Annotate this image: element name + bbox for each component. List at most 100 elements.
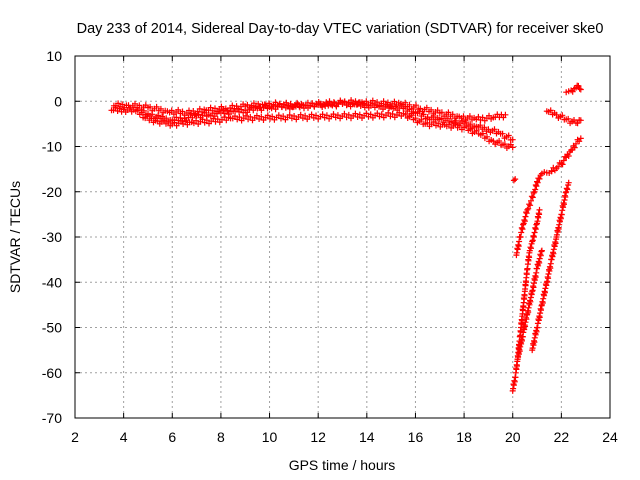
data-point-steep-track-3 [537,252,544,259]
data-point-upper-band [168,107,175,114]
data-point-upper-band [466,113,473,120]
data-point-lower-band [345,111,352,118]
data-point-lower-band [232,113,238,120]
data-point-steep-track-2 [517,234,524,240]
data-point-steep-track-2 [526,201,533,208]
data-point-lower-band [412,115,419,122]
data-point-upper-band [438,109,445,116]
y-axis-label: SDTVAR / TECUs [7,181,23,293]
data-point-top-right-cluster [576,85,583,92]
data-point-main-band [491,126,498,133]
data-point-top-right-cluster [577,86,584,93]
data-point-upper-band [212,105,218,112]
data-point-lower-band [385,109,392,116]
data-point-steep-track-2 [529,194,536,201]
data-point-lower-band [165,119,172,125]
x-tick-label: 20 [505,429,521,445]
data-point-isolated [510,177,517,184]
data-point-lower-band [302,112,309,119]
data-point-lower-band [389,111,396,117]
data-point-lower-band [501,141,508,148]
data-point-right-cluster [577,117,584,124]
data-point-upper-band [304,99,311,106]
data-point-upper-band [449,111,456,118]
data-point-upper-band [502,111,509,118]
y-tick-label: 0 [54,93,62,109]
data-point-main-band [505,132,512,139]
data-point-steep-track-3 [535,262,542,269]
data-point-lower-band [297,111,304,118]
data-point-lower-band [148,115,155,122]
data-point-upper-band [255,100,262,107]
data-point-upper-band [287,100,294,107]
y-tick-label: -50 [42,320,62,336]
data-point-upper-band [460,113,467,120]
data-point-right-cluster [574,120,581,127]
x-tick-label: 8 [217,429,225,445]
data-point-lower-band [484,133,490,140]
data-point-lower-band [177,117,184,124]
data-point-lower-band [367,111,374,118]
data-point-lower-band [308,111,315,118]
data-point-steep-track-1 [531,229,538,236]
plot-frame [74,55,611,419]
x-axis-label: GPS time / hours [289,457,396,473]
y-tick-label: -40 [42,274,62,290]
data-point-lower-band [286,112,293,118]
y-tick-label: -20 [42,184,62,200]
data-point-main-band [509,136,516,143]
data-point-isolated [512,176,519,183]
data-point-lower-band [418,116,425,123]
data-point-lower-band [435,120,442,127]
data-point-upper-band [218,103,225,110]
data-point-lower-band [479,130,486,137]
data-point-upper-band [276,100,283,107]
data-point-lower-band [203,117,210,124]
data-point-lower-band [171,119,178,126]
x-tick-label: 2 [71,429,79,445]
data-point-lower-band [253,112,260,119]
data-point-upper-band [266,100,272,107]
data-point-lower-band [280,113,287,120]
data-point-upper-band [384,99,391,106]
data-point-lower-band [243,112,249,119]
data-point-steep-track-2 [525,205,532,212]
data-point-lower-band [334,112,341,119]
data-point-upper-band [363,98,370,105]
data-point-lower-band [356,111,363,118]
data-point-lower-band [463,123,470,130]
data-point-steep-track-2 [577,135,584,142]
data-point-upper-band [153,103,160,110]
data-point-steep-track-2 [559,161,566,168]
data-point-right-cluster [547,107,554,114]
data-point-lower-band [199,116,206,123]
x-tick-label: 4 [120,429,128,445]
tick-labels: 2 4 6 8 10 12 14 16 18 20 22 24100-10-20-30-40-50-6… [42,48,618,445]
data-point-top-right-cluster [569,88,576,95]
data-point-upper-band [486,112,492,119]
data-point-lower-band [424,119,431,126]
data-point-upper-band [479,114,486,121]
data-point-lower-band [378,111,385,118]
x-tick-label: 14 [359,429,375,445]
data-point-lower-band [291,113,298,119]
data-point-upper-band [179,108,186,115]
data-point-upper-band [175,106,182,113]
data-point-upper-band [244,101,251,108]
data-point-lower-band [446,121,452,128]
data-point-lower-band [452,121,459,127]
data-point-upper-band [132,100,138,107]
data-point-lower-band [467,126,474,133]
data-point-right-cluster [559,112,566,119]
data-point-lower-band [144,113,151,120]
data-point-upper-band [380,98,387,105]
data-point-lower-band [258,113,265,120]
data-point-steep-track-1 [532,226,539,233]
data-point-upper-band [352,98,359,105]
data-point-top-right-cluster [575,82,582,89]
x-tick-label: 22 [554,429,570,445]
data-point-steep-track-2 [527,202,534,209]
data-point-steep-track-4 [565,179,572,186]
x-tick-label: 6 [168,429,176,445]
